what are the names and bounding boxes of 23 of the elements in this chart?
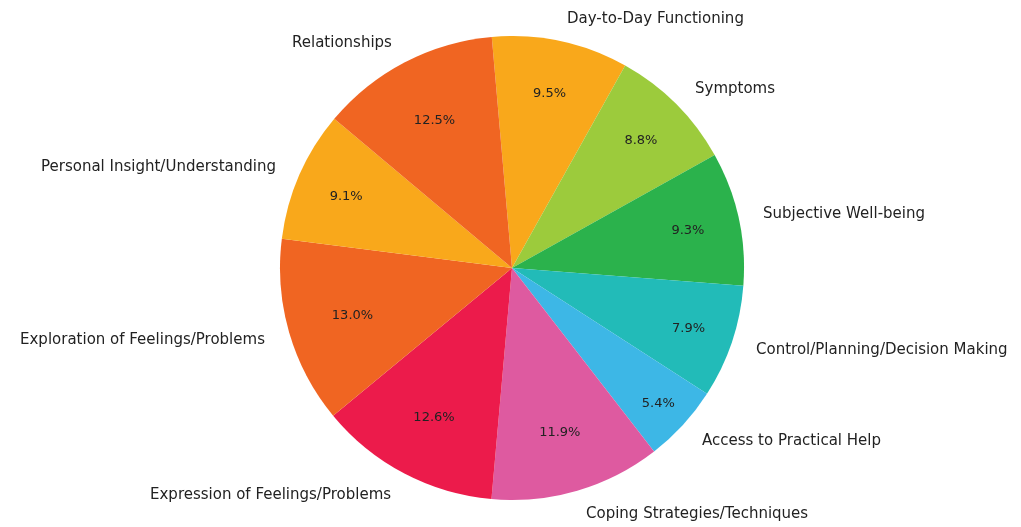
slice-label: Expression of Feelings/Problems	[150, 485, 392, 503]
slice-label: Relationships	[292, 33, 393, 51]
data-label: 12.5%	[413, 111, 456, 127]
slice-label: Exploration of Feelings/Problems	[20, 330, 266, 348]
slice-label: Subjective Well-being	[763, 204, 925, 222]
data-label: 9.1%	[329, 187, 363, 203]
pie-slice	[512, 268, 744, 394]
slice-label: Control/Planning/Decision Making	[756, 340, 1008, 358]
data-label: 12.6%	[413, 408, 455, 424]
data-label: 9.5%	[533, 85, 567, 101]
slice-label: Coping Strategies/Techniques	[586, 504, 809, 522]
pie-slice	[512, 155, 744, 286]
data-label: 9.3%	[671, 221, 705, 237]
slice-label: Symptoms	[695, 79, 776, 97]
pie-slice	[491, 36, 626, 268]
slice-label: Access to Practical Help	[702, 431, 881, 449]
data-label: 11.9%	[539, 423, 581, 439]
data-label: 5.4%	[641, 394, 675, 410]
data-label: 7.9%	[672, 319, 706, 335]
slice-label: Personal Insight/Understanding	[41, 157, 276, 175]
slice-label: Day-to-Day Functioning	[567, 9, 744, 27]
data-label: 8.8%	[624, 131, 658, 147]
data-label: 13.0%	[331, 306, 374, 322]
